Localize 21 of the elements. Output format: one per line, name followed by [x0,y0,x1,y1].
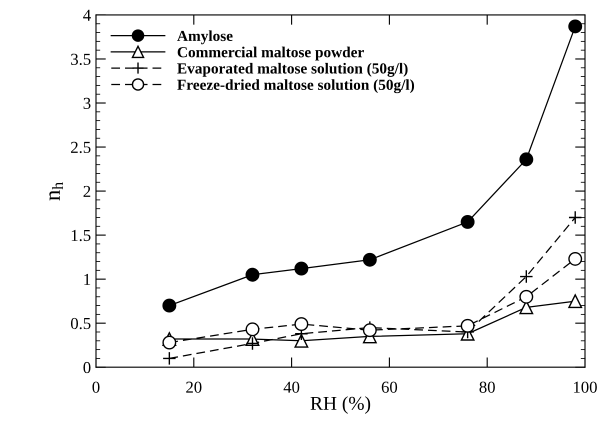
x-tick-label: 20 [186,382,202,393]
legend-label: Commercial maltose powder [178,46,364,60]
y-tick-label: 3.5 [71,54,90,65]
y-tick-label: 1 [84,274,90,285]
y-tick-label: 3 [84,98,90,109]
x-tick-label: 60 [382,382,398,393]
x-tick-label: 100 [574,382,597,393]
x-tick-label: 40 [284,382,300,393]
y-tick-label: 0 [83,362,91,374]
x-axis-title: RH (%) [310,396,370,414]
y-tick-label: 2.5 [71,142,90,154]
y-axis-title: n$_{h}$ [49,182,63,200]
legend-label: Amylose [177,30,233,44]
x-tick-label: 0 [92,382,100,393]
y-tick-label: 2 [84,186,90,197]
x-tick-label: 80 [480,382,495,393]
y-tick-label: 0.5 [70,318,90,330]
legend-label: Freeze-dried maltose solution (50g/l) [177,79,414,94]
y-tick-label: 4 [83,10,91,21]
legend-label: Evaporated maltose solution (50g/l) [177,62,408,77]
y-tick-label: 1.5 [72,230,90,242]
